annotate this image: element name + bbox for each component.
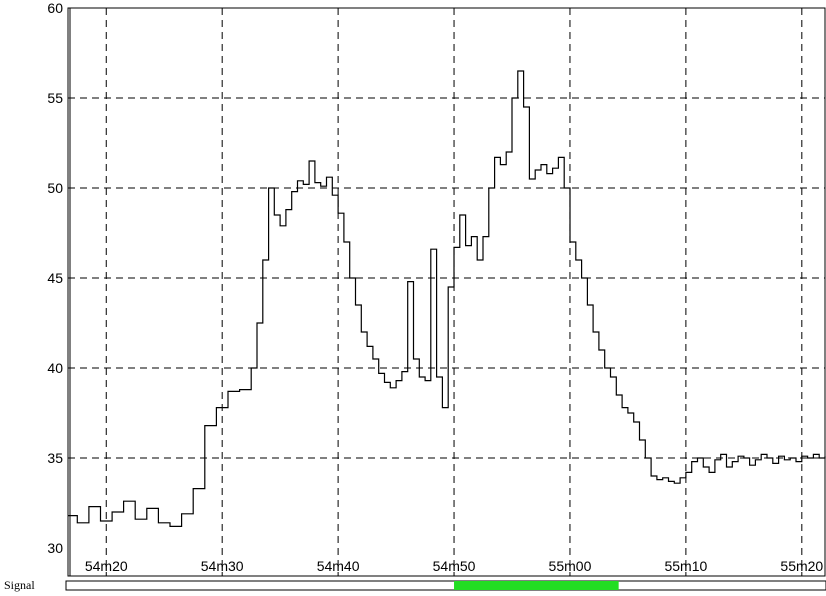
y-tick-label: 45 (47, 270, 63, 286)
y-tick-label: 30 (47, 540, 63, 556)
signal-segment (454, 581, 619, 590)
x-tick-label: 54m50 (433, 558, 476, 574)
y-tick-label: 50 (47, 180, 63, 196)
x-axis-ticks: 54m20 54m30 54m40 54m50 55m00 55m10 55m20 (85, 558, 824, 574)
signal-bar-track (65, 580, 826, 591)
y-axis-ticks: 30 35 40 45 50 55 60 (47, 0, 63, 556)
plot-frame (67, 7, 826, 577)
x-tick-label: 54m20 (85, 558, 128, 574)
x-tick-label: 54m40 (317, 558, 360, 574)
signal-segments (454, 581, 619, 590)
y-tick-label: 35 (47, 450, 63, 466)
y-tick-label: 60 (47, 0, 63, 16)
series-line (68, 70, 826, 527)
x-tick-label: 55m10 (664, 558, 707, 574)
x-tick-label: 55m00 (549, 558, 592, 574)
y-tick-label: 55 (47, 90, 63, 106)
signal-label: Signal (4, 578, 35, 592)
y-tick-label: 40 (47, 360, 63, 376)
x-tick-label: 54m30 (201, 558, 244, 574)
x-tick-label: 55m20 (780, 558, 823, 574)
grid (68, 8, 825, 576)
